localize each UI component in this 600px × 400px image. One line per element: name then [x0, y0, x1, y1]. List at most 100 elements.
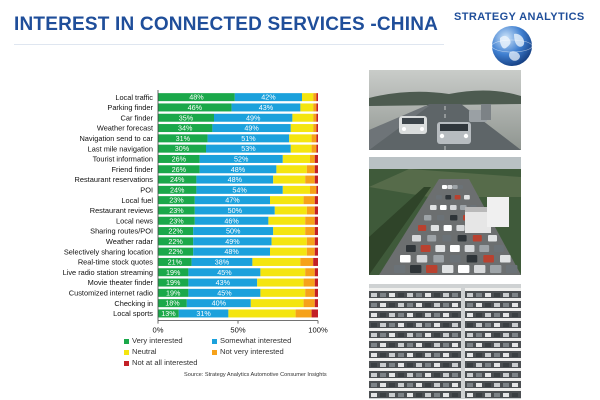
garage-floor-slab [465, 338, 521, 341]
parked-car-shape [503, 383, 509, 387]
brand-name: STRATEGY ANALYTICS [454, 11, 585, 23]
bar-segment [178, 309, 229, 318]
garage-floor-slab [369, 318, 461, 321]
parked-car-shape [485, 393, 491, 397]
legend-item-very-interested: Very interested [124, 336, 183, 345]
parked-car-shape [452, 353, 458, 357]
parked-car-shape [398, 293, 404, 297]
data-label: 19% [166, 288, 181, 297]
bar-segment [314, 299, 318, 308]
parked-car-shape [407, 393, 413, 397]
bar-segment [234, 93, 302, 102]
bar-segment [193, 227, 274, 236]
legend-label: Somewhat interested [220, 336, 292, 345]
parked-car-shape [398, 373, 404, 377]
parked-car-shape [407, 363, 413, 367]
data-label: 45% [217, 268, 232, 277]
bar-segment [194, 196, 270, 205]
bar-segment [314, 227, 318, 236]
data-label: 50% [226, 227, 241, 236]
parked-car-shape [380, 293, 386, 297]
data-label: 43% [259, 103, 274, 112]
parked-car-shape [512, 293, 518, 297]
car-shape [458, 265, 470, 273]
parked-car-shape [494, 293, 500, 297]
parked-car-shape [452, 313, 458, 317]
parked-car-shape [434, 343, 440, 347]
car-shape [437, 215, 445, 221]
parked-car-shape [485, 383, 491, 387]
category-label: Local traffic [115, 93, 153, 102]
car-shape [483, 255, 494, 263]
parked-car-shape [425, 383, 431, 387]
garage-floor-gap [465, 321, 521, 328]
data-label: 43% [216, 278, 231, 287]
parked-car-shape [476, 333, 482, 337]
car-shape [400, 255, 411, 263]
parked-car-shape [389, 303, 395, 307]
car-shape [450, 205, 457, 210]
garage-floor-gap [369, 381, 461, 388]
bar-segment [158, 103, 232, 112]
bar-segment [314, 288, 318, 297]
parked-car-shape [389, 313, 395, 317]
car-shape [412, 235, 421, 242]
data-label: 50% [228, 206, 243, 215]
legend-item-not-at-all-interested: Not at all interested [124, 358, 197, 367]
garage-floor-gap [465, 371, 521, 378]
bar-segment [214, 113, 293, 122]
parked-car-shape [485, 363, 491, 367]
parked-car-shape [416, 393, 422, 397]
parked-car-shape [467, 333, 473, 337]
parked-car-shape [371, 373, 377, 377]
parked-car-shape [389, 343, 395, 347]
bar-segment [305, 288, 315, 297]
parked-car-shape [398, 333, 404, 337]
parked-car-shape [425, 353, 431, 357]
bar-segment [314, 175, 318, 184]
garage-floor-gap [465, 381, 521, 388]
bar-segment [305, 216, 315, 225]
bar-segment [260, 288, 306, 297]
car-shape [442, 185, 447, 189]
car-shape [452, 185, 458, 189]
car-shape [430, 205, 437, 210]
parked-car-shape [398, 363, 404, 367]
parked-car-shape [467, 353, 473, 357]
legend-item-neutral: Neutral [124, 347, 156, 356]
data-label: 48% [224, 247, 239, 256]
garage-floor-slab [369, 378, 461, 381]
data-label: 22% [168, 237, 183, 246]
parked-car-shape [434, 323, 440, 327]
car-shape [420, 245, 431, 252]
parked-car-shape [434, 373, 440, 377]
car-shape [430, 225, 439, 231]
parked-car-shape [407, 293, 413, 297]
highway-traffic-photo [369, 70, 521, 150]
parked-car-shape [398, 313, 404, 317]
bar-segment [193, 237, 272, 246]
parked-car-shape [467, 293, 473, 297]
parked-car-shape [416, 323, 422, 327]
bar-segment [316, 93, 318, 102]
category-label: Live radio station streaming [63, 268, 153, 277]
bar-segment [316, 185, 318, 194]
category-label: Local news [116, 216, 153, 225]
parked-car-shape [371, 293, 377, 297]
garage-floor-slab [369, 338, 461, 341]
parked-car-shape [485, 353, 491, 357]
data-label: 54% [232, 185, 247, 194]
parked-car-shape [380, 343, 386, 347]
garage-floor-gap [369, 321, 461, 328]
parked-car-shape [380, 383, 386, 387]
category-label: Customized internet radio [69, 288, 153, 297]
data-label: 49% [246, 113, 261, 122]
parked-car-shape [512, 383, 518, 387]
parked-car-shape [425, 363, 431, 367]
parked-car-shape [407, 333, 413, 337]
parked-car-shape [476, 393, 482, 397]
parked-car-shape [494, 343, 500, 347]
parked-car-shape [398, 353, 404, 357]
parked-car-shape [485, 343, 491, 347]
car-shape [445, 195, 452, 200]
